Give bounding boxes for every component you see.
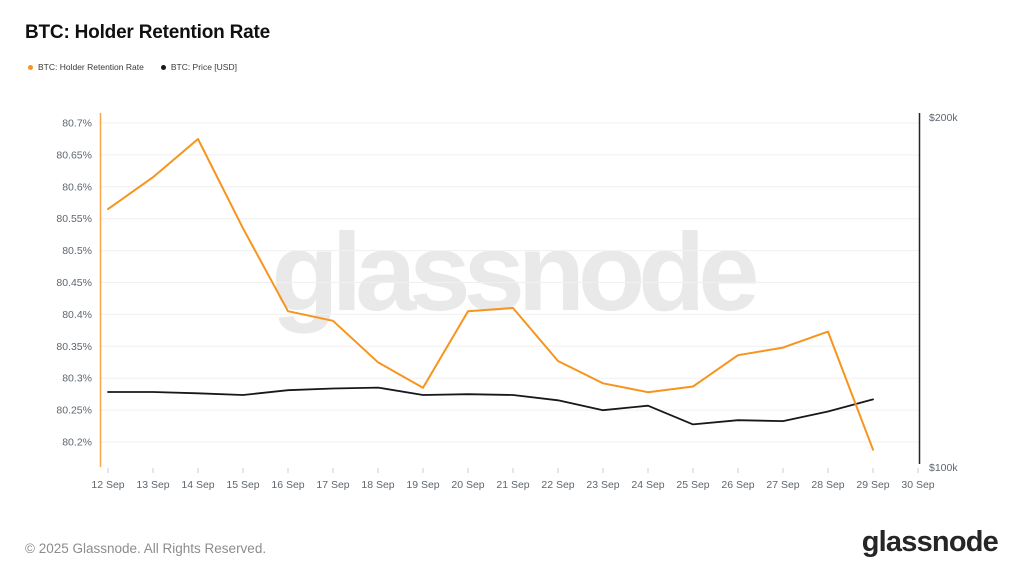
copyright-text: © 2025 Glassnode. All Rights Reserved.: [25, 541, 267, 556]
legend-label-retention: BTC: Holder Retention Rate: [38, 62, 144, 72]
x-axis-label: 16 Sep: [271, 479, 304, 491]
price-line: [107, 386, 874, 426]
left-axis-tick-label: 80.55%: [56, 213, 92, 225]
left-axis-tick-label: 80.4%: [62, 309, 92, 321]
x-axis-label: 12 Sep: [91, 479, 124, 491]
legend-label-price: BTC: Price [USD]: [170, 62, 237, 72]
x-axis-label: 29 Sep: [856, 479, 889, 491]
legend-swatch-retention-icon: [28, 64, 33, 70]
retention-line: [107, 138, 874, 451]
x-axis-label: 30 Sep: [901, 479, 934, 491]
x-axis-label: 18 Sep: [361, 479, 394, 491]
glassnode-logo: glassnode: [861, 526, 999, 558]
left-axis-tick-label: 80.2%: [62, 437, 92, 449]
glassnode-watermark: glassnode: [271, 211, 759, 334]
x-axis-label: 19 Sep: [406, 479, 439, 491]
x-axis-label: 13 Sep: [136, 479, 169, 491]
x-axis-label: 27 Sep: [766, 479, 799, 491]
x-axis-label: 21 Sep: [496, 479, 529, 491]
x-axis-label: 26 Sep: [721, 479, 754, 491]
left-axis-tick-label: 80.5%: [62, 245, 92, 257]
x-axis-label: 17 Sep: [316, 479, 349, 491]
left-axis-tick-label: 80.6%: [62, 181, 92, 193]
x-axis-label: 24 Sep: [631, 479, 664, 491]
right-axis-tick-label: $200k: [929, 112, 958, 124]
x-axis-label: 25 Sep: [676, 479, 709, 491]
page-title: BTC: Holder Retention Rate: [25, 22, 270, 43]
x-axis-label: 23 Sep: [586, 479, 619, 491]
legend-swatch-price-icon: [160, 64, 166, 70]
left-axis-tick-label: 80.7%: [62, 118, 92, 130]
legend-item-price[interactable]: BTC: Price [USD]: [160, 62, 237, 72]
left-axis-tick-label: 80.45%: [56, 277, 92, 289]
x-axis-label: 14 Sep: [181, 479, 214, 491]
left-axis-tick-label: 80.3%: [62, 373, 92, 385]
left-axis-tick-label: 80.35%: [56, 341, 92, 353]
x-axis-label: 22 Sep: [541, 479, 574, 491]
legend: BTC: Holder Retention Rate BTC: Price [U…: [28, 62, 237, 72]
right-axis-tick-label: $100k: [929, 462, 958, 474]
legend-item-retention[interactable]: BTC: Holder Retention Rate: [28, 62, 144, 72]
left-axis-tick-label: 80.25%: [56, 405, 92, 417]
left-axis-tick-label: 80.65%: [56, 149, 92, 161]
x-axis-label: 28 Sep: [811, 479, 844, 491]
x-axis-label: 15 Sep: [226, 479, 259, 491]
x-axis-label: 20 Sep: [451, 479, 484, 491]
